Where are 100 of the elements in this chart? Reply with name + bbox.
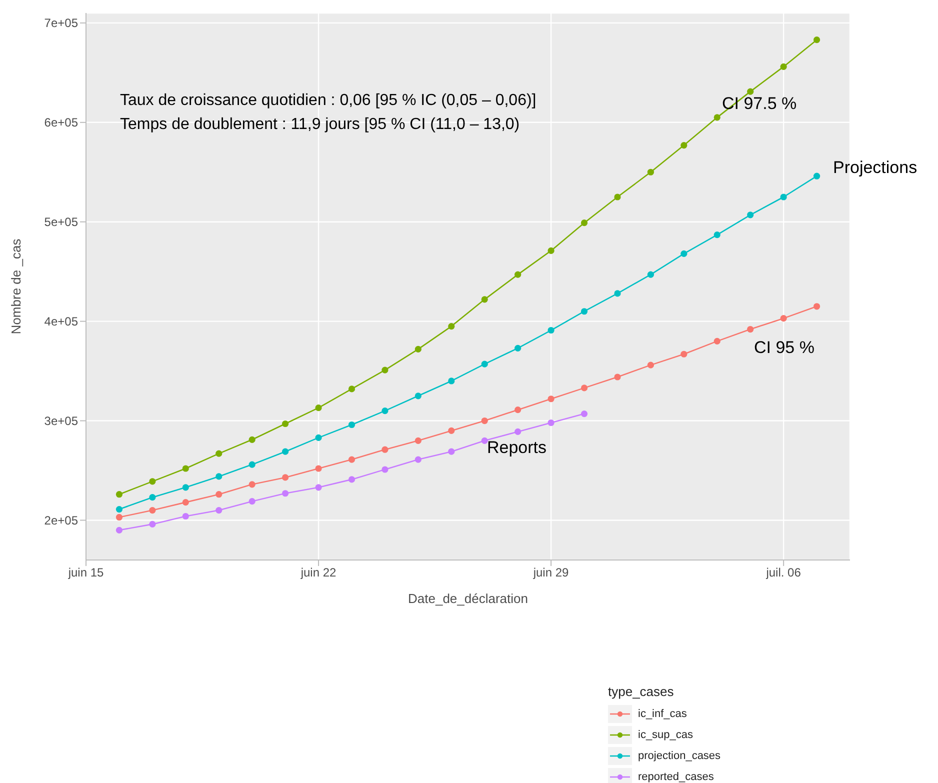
point xyxy=(780,63,787,70)
x-tick-label: juin 22 xyxy=(300,566,337,580)
point xyxy=(481,437,488,444)
point xyxy=(813,36,820,44)
annotation: CI 95 % xyxy=(754,338,814,358)
x-axis-title: Date_de_déclaration xyxy=(408,591,528,606)
legend-label: ic_sup_cas xyxy=(638,728,694,740)
y-tick-label: 2e+05 xyxy=(44,513,78,528)
point xyxy=(182,512,189,520)
y-tick-label: 6e+05 xyxy=(44,116,78,130)
point xyxy=(548,419,554,426)
legend-label: reported_cases xyxy=(638,770,714,782)
point xyxy=(216,491,222,498)
point xyxy=(813,172,820,180)
point xyxy=(116,506,123,513)
point xyxy=(647,271,654,278)
point xyxy=(149,478,156,485)
point xyxy=(149,506,156,514)
point xyxy=(414,346,422,352)
point xyxy=(481,296,488,303)
point xyxy=(714,231,720,238)
point xyxy=(282,474,289,481)
point xyxy=(182,484,189,491)
point xyxy=(747,326,754,333)
y-axis-title: Nombre de _cas xyxy=(8,238,24,334)
point xyxy=(481,360,488,368)
point xyxy=(216,506,222,514)
point xyxy=(614,374,621,380)
legend-label: ic_inf_cas xyxy=(638,708,687,720)
point xyxy=(514,271,522,278)
point xyxy=(580,308,588,315)
x-tick-label: juin 29 xyxy=(532,566,570,580)
point xyxy=(382,466,388,473)
point xyxy=(580,410,588,418)
y-tick-label: 7e+05 xyxy=(44,16,78,30)
point xyxy=(116,514,123,521)
point xyxy=(348,386,356,392)
point xyxy=(382,366,388,374)
x-tick-label: juil. 06 xyxy=(765,566,802,580)
legend-label: projection_cases xyxy=(638,750,721,762)
point xyxy=(248,498,256,505)
legend-title: type_cases xyxy=(608,684,675,699)
point xyxy=(747,212,754,218)
point xyxy=(348,421,356,428)
point xyxy=(216,473,222,480)
point xyxy=(614,194,621,200)
point xyxy=(448,427,455,434)
point xyxy=(680,250,688,257)
point xyxy=(216,450,222,457)
point xyxy=(548,247,554,254)
point xyxy=(647,168,654,176)
point xyxy=(149,520,156,528)
point xyxy=(116,491,123,498)
point xyxy=(714,114,720,121)
point xyxy=(248,436,256,443)
point xyxy=(116,526,123,534)
point xyxy=(714,338,720,344)
point xyxy=(680,350,688,358)
point xyxy=(248,481,256,488)
point xyxy=(248,461,256,468)
y-tick-label: 3e+05 xyxy=(44,414,78,428)
point xyxy=(382,446,388,453)
point xyxy=(448,322,455,330)
point xyxy=(414,437,422,444)
point xyxy=(514,406,522,414)
point xyxy=(182,465,189,472)
point xyxy=(315,484,322,491)
point xyxy=(514,428,522,436)
point xyxy=(448,378,455,384)
point xyxy=(414,392,422,400)
point xyxy=(448,448,455,455)
point xyxy=(414,456,422,463)
annotation: Reports xyxy=(487,438,547,458)
point xyxy=(282,448,289,455)
point xyxy=(780,194,787,200)
point xyxy=(548,326,554,334)
point xyxy=(548,396,554,402)
point xyxy=(348,456,356,463)
y-tick-label: 5e+05 xyxy=(44,215,78,230)
point xyxy=(315,404,322,412)
point xyxy=(580,220,588,226)
point xyxy=(149,494,156,501)
annotation: Projections xyxy=(833,158,918,178)
point xyxy=(580,384,588,392)
point xyxy=(315,434,322,441)
point xyxy=(315,465,322,472)
point xyxy=(348,476,356,483)
point xyxy=(680,142,688,149)
point xyxy=(514,344,522,352)
annotation: Temps de doublement : 11,9 jours [95 % CI (11,0 – 13,0) xyxy=(120,116,520,134)
point xyxy=(282,420,289,428)
point xyxy=(780,315,787,322)
annotation: Taux de croissance quotidien : 0,06 [95 % IC (0,05 – 0,06)] xyxy=(120,92,536,110)
point xyxy=(614,290,621,297)
point xyxy=(481,417,488,424)
y-tick-label: 4e+05 xyxy=(44,314,78,329)
x-tick-label: juin 15 xyxy=(67,566,104,580)
point xyxy=(282,490,289,497)
point xyxy=(813,303,820,310)
point xyxy=(182,499,189,506)
